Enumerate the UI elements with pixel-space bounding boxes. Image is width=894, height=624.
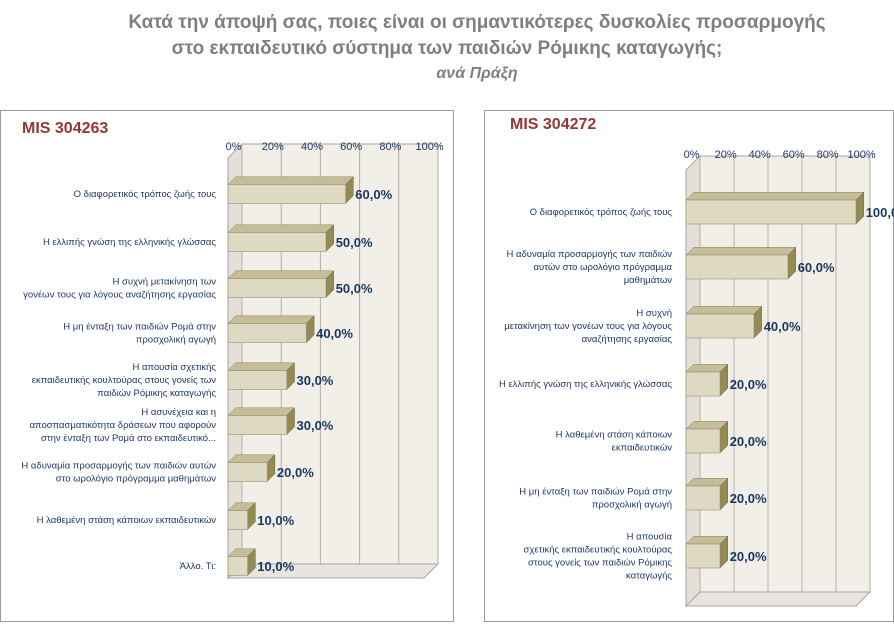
category-label: μετακίνηση των γονέων τους για λόγους bbox=[504, 321, 672, 332]
category-label: παιδιών Ρόμικης καταγωγής bbox=[97, 388, 216, 399]
bar bbox=[227, 323, 307, 343]
data-label: 50,0% bbox=[336, 281, 373, 296]
bar bbox=[227, 556, 248, 576]
x-tick-label: 20% bbox=[715, 149, 737, 161]
title-line-2: στο εκπαιδευτικό σύστημα των παιδιών Ρόμ… bbox=[171, 38, 723, 59]
category-label: Η συχνή bbox=[636, 308, 672, 319]
bar bbox=[227, 510, 248, 530]
category-label: Η απουσία σχετικής bbox=[132, 362, 216, 373]
category-label: προσχολική αγωγή bbox=[592, 500, 672, 511]
title-line-1: Κατά την άποψή σας, ποιες είναι οι σημαν… bbox=[128, 12, 826, 33]
category-label: εκπαιδευτικής κουλτούρας στους γονείς τω… bbox=[32, 375, 216, 386]
bar-top bbox=[227, 176, 354, 185]
data-label: 30,0% bbox=[297, 418, 334, 433]
bar-top bbox=[685, 192, 865, 201]
category-label: αυτών στο ωρολόγιο πρόγραμμα bbox=[534, 262, 673, 273]
x-tick-label: 40% bbox=[301, 141, 323, 153]
category-label: Άλλο. Τι: bbox=[180, 561, 216, 572]
bar-top bbox=[227, 454, 276, 463]
bar bbox=[227, 370, 288, 390]
bar bbox=[685, 371, 721, 397]
bar bbox=[685, 313, 755, 339]
bar-top bbox=[685, 306, 763, 315]
bar-top bbox=[227, 407, 296, 416]
data-label: 10,0% bbox=[257, 559, 294, 574]
category-label: Η μη ένταξη των παιδιών Ρομά στην bbox=[63, 322, 216, 333]
x-tick-label: 80% bbox=[817, 149, 839, 161]
category-label: σχετικής εκπαιδευτικής κουλτούρας bbox=[524, 545, 673, 556]
category-label: στο ωρολόγιο πρόγραμμα μαθημάτων bbox=[56, 474, 217, 485]
data-label: 60,0% bbox=[798, 260, 835, 275]
data-label: 20,0% bbox=[730, 377, 767, 392]
panel-title-1: MIS 304263 bbox=[22, 120, 109, 137]
x-tick-label: 100% bbox=[848, 149, 876, 161]
data-label: 20,0% bbox=[730, 434, 767, 449]
category-label: Η συχνή μετακίνηση των bbox=[112, 277, 216, 288]
bar bbox=[685, 254, 789, 280]
category-label: μαθημάτων bbox=[624, 275, 673, 286]
chart-title: Κατά την άποψή σας, ποιες είναι οι σημαν… bbox=[0, 10, 894, 86]
category-label: Η μη ένταξη των παιδιών Ρομά στην bbox=[519, 487, 672, 498]
category-label: Η ελλιπής γνώση της ελληνικής γλώσσας bbox=[499, 379, 672, 390]
category-label: Η απουσία bbox=[627, 532, 673, 543]
x-tick-label: 40% bbox=[749, 149, 771, 161]
category-label: προσχολική αγωγή bbox=[136, 335, 216, 346]
bar bbox=[685, 428, 721, 454]
x-tick-label: 100% bbox=[416, 141, 444, 153]
x-tick-label: 20% bbox=[262, 141, 284, 153]
data-label: 30,0% bbox=[297, 373, 334, 388]
category-label: Η αδυναμία προσαρμογής των παιδιών bbox=[507, 249, 673, 260]
category-label: Η αδυναμία προσαρμογής των παιδιών αυτών bbox=[21, 461, 216, 472]
bar bbox=[227, 184, 346, 204]
data-label: 20,0% bbox=[730, 549, 767, 564]
bar bbox=[227, 278, 327, 298]
plot-back-wall bbox=[241, 143, 439, 565]
category-label: καταγωγής bbox=[626, 571, 672, 582]
data-label: 20,0% bbox=[730, 491, 767, 506]
category-label: γονέων τους για λόγους αναζήτησης εργασί… bbox=[23, 290, 216, 301]
plot-floor bbox=[684, 591, 872, 607]
bar bbox=[227, 462, 268, 482]
category-label: Η λαθεμένη στάση κάποιων bbox=[556, 430, 673, 441]
data-label: 50,0% bbox=[336, 235, 373, 250]
bar bbox=[685, 485, 721, 511]
x-tick-label: 80% bbox=[379, 141, 401, 153]
bar-top bbox=[227, 270, 335, 279]
x-tick-label: 60% bbox=[340, 141, 362, 153]
data-label: 40,0% bbox=[316, 326, 353, 341]
category-label: αποσπασματικότητα δράσεων που αφορούν bbox=[30, 420, 217, 431]
category-label: Η λαθεμένη στάση κάποιων εκπαιδευτικών bbox=[37, 515, 217, 526]
panel-title-2: MIS 304272 bbox=[510, 116, 597, 133]
x-tick-label: 0% bbox=[226, 141, 242, 153]
category-label: στους γονείς των παιδιών Ρόμικης bbox=[528, 558, 672, 569]
data-label: 40,0% bbox=[764, 319, 801, 334]
category-label: αναζήτησης εργασίας bbox=[582, 334, 673, 345]
bar-top bbox=[685, 247, 797, 256]
category-label: Ο διαφορετικός τρόπος ζωής τους bbox=[74, 189, 217, 200]
bar-top bbox=[227, 315, 315, 324]
category-label: Η ελλιπής γνώση της ελληνικής γλώσσας bbox=[43, 237, 216, 248]
bar bbox=[227, 232, 327, 252]
category-label: στην ένταξη των Ρομά στο εκπαιδευτικό... bbox=[41, 433, 216, 444]
data-label: 10,0% bbox=[257, 513, 294, 528]
chart-subtitle: ανά Πράξη bbox=[436, 65, 518, 82]
data-label: 100,0% bbox=[866, 205, 894, 220]
bar bbox=[227, 415, 288, 435]
category-label: Ο διαφορετικός τρόπος ζωής τους bbox=[530, 207, 673, 218]
data-label: 60,0% bbox=[355, 187, 392, 202]
data-label: 20,0% bbox=[277, 465, 314, 480]
bar-top bbox=[227, 224, 335, 233]
bar-top bbox=[227, 362, 296, 371]
category-label: Η ασυνέχεια και η bbox=[141, 407, 216, 418]
bar bbox=[685, 199, 857, 225]
x-tick-label: 0% bbox=[684, 149, 700, 161]
category-label: εκπαιδευτικών bbox=[612, 443, 673, 454]
x-tick-label: 60% bbox=[783, 149, 805, 161]
bar bbox=[685, 543, 721, 569]
